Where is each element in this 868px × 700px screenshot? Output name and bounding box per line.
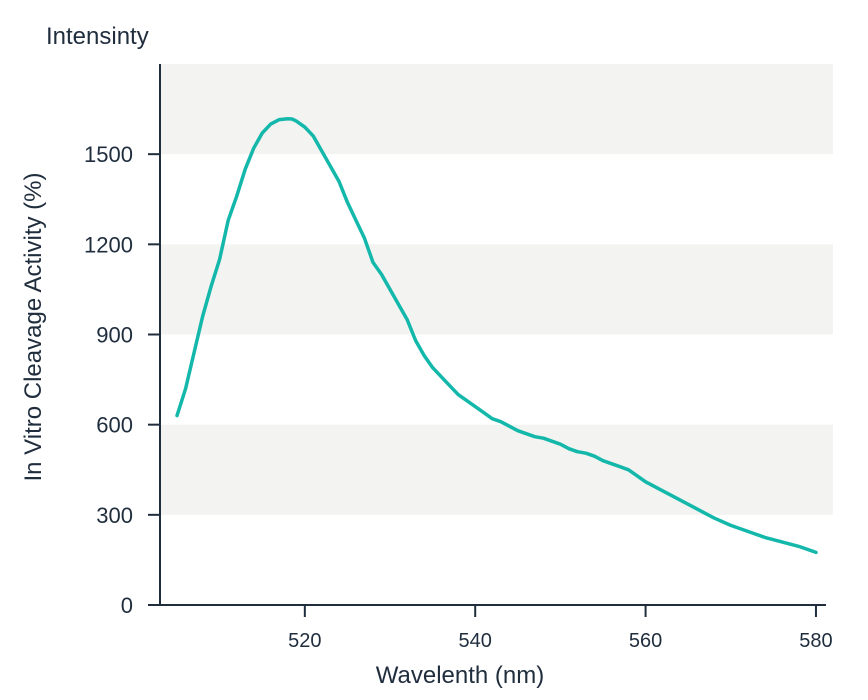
- corner-label: Intensinty: [46, 23, 149, 50]
- x-tick-label: 560: [629, 630, 662, 652]
- y-tick-label: 300: [96, 503, 133, 528]
- y-tick-label: 1500: [84, 142, 133, 167]
- x-axis-title: Wavelenth (nm): [376, 662, 545, 689]
- y-tick-label: 900: [96, 323, 133, 348]
- y-tick-label: 1200: [84, 232, 133, 257]
- grid-band: [160, 244, 833, 335]
- y-axis-title: In Vitro Cleavage Activity (%): [20, 172, 47, 481]
- x-tick-label: 520: [288, 630, 321, 652]
- x-tick-label: 540: [459, 630, 492, 652]
- grid-band: [160, 424, 833, 515]
- y-tick-label: 0: [121, 593, 133, 618]
- grid-band: [160, 64, 833, 155]
- x-axis-ticks: 520 540 560 580: [288, 605, 833, 652]
- background-bands: [160, 64, 833, 515]
- y-tick-label: 600: [96, 413, 133, 438]
- series-line: [175, 116, 818, 555]
- y-axis-ticks: 0 300 600 900 1200 1500: [84, 142, 160, 618]
- x-tick-label: 580: [799, 630, 832, 652]
